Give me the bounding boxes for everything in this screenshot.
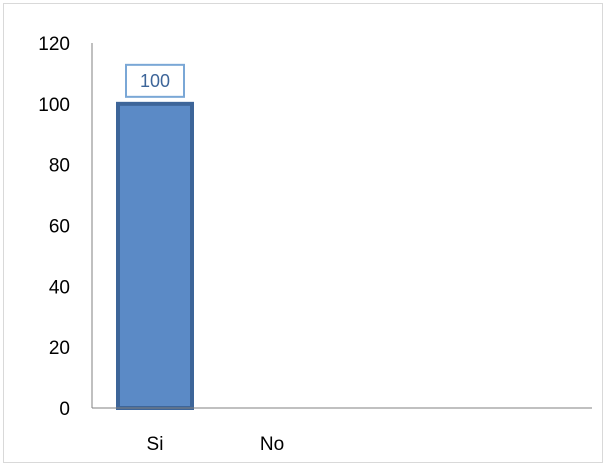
x-tick-label-si: Si xyxy=(147,434,164,455)
y-tick-label: 120 xyxy=(38,34,70,55)
y-tick-label: 0 xyxy=(59,399,70,420)
y-tick-label: 60 xyxy=(49,217,70,238)
data-label-box xyxy=(125,63,185,98)
data-label-si: 100 xyxy=(125,63,185,98)
y-axis-ticks: 0 20 40 60 80 100 120 xyxy=(38,34,70,420)
bar-si xyxy=(116,101,194,410)
data-label-text: 100 xyxy=(140,71,170,91)
y-tick-label: 100 xyxy=(38,95,70,116)
y-tick-label: 40 xyxy=(49,277,70,298)
y-tick-label: 80 xyxy=(49,156,70,177)
bars-group xyxy=(116,101,194,410)
chart-frame xyxy=(3,3,603,463)
x-axis-labels: Si No xyxy=(147,434,285,455)
y-tick-label: 20 xyxy=(49,338,70,359)
data-labels-group: 100 xyxy=(125,63,185,98)
x-tick-label-no: No xyxy=(260,434,284,455)
